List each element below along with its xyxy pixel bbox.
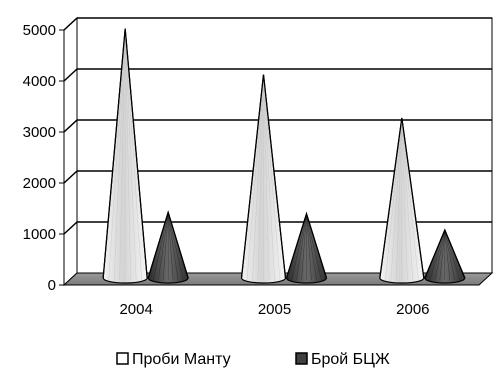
cone-outline xyxy=(424,228,466,279)
cone-shade xyxy=(396,119,403,281)
legend-swatch xyxy=(295,352,308,365)
cone-shade xyxy=(167,214,179,281)
cone-shade xyxy=(252,76,264,281)
y-tick-label: 2000 xyxy=(23,175,56,192)
cone-2005-series-1 xyxy=(240,74,287,284)
cone-shade xyxy=(385,119,403,281)
cone-shade xyxy=(434,232,446,281)
legend: Проби Манту Брой БЦЖ xyxy=(116,351,390,368)
cone-shade xyxy=(401,119,419,281)
x-axis-labels: 2004 2005 2006 xyxy=(64,284,479,318)
cone-shade xyxy=(301,215,307,281)
y-tick-label: 4000 xyxy=(23,73,56,90)
cone-outline xyxy=(147,210,189,279)
cone-shade xyxy=(306,215,317,281)
cone-shade xyxy=(124,30,142,281)
gridlines xyxy=(63,17,492,235)
gridline-side xyxy=(63,221,78,235)
y-tick-label: 1000 xyxy=(23,226,56,243)
y-tick-label: 0 xyxy=(48,277,56,294)
cone-shade xyxy=(401,119,414,281)
cone-shade xyxy=(306,215,312,281)
legend-item: Проби Манту xyxy=(116,351,231,368)
cone-shade xyxy=(157,214,169,281)
cone-2004-series-1 xyxy=(102,28,148,284)
cone-outline xyxy=(285,211,328,279)
cone-shade xyxy=(162,214,169,281)
left-wall xyxy=(63,16,78,287)
cone-shade xyxy=(306,215,322,281)
cone-outline xyxy=(102,28,148,279)
cone-shade xyxy=(291,215,307,281)
cone-shade xyxy=(429,232,446,281)
cone-2005-series-2 xyxy=(285,211,328,284)
cone-2006-series-2 xyxy=(424,228,466,284)
y-tick-label: 3000 xyxy=(23,124,56,141)
cone-shade xyxy=(401,119,408,281)
y-tick-label: 5000 xyxy=(23,22,56,39)
legend-item: Брой БЦЖ xyxy=(295,351,390,368)
cone-shade xyxy=(390,119,403,281)
cone-shade xyxy=(263,76,281,281)
cone-shade xyxy=(108,30,126,281)
legend-label: Брой БЦЖ xyxy=(311,351,390,368)
cone-shade xyxy=(246,76,264,281)
gridline-side xyxy=(63,68,78,82)
gridline-side xyxy=(63,119,78,133)
x-tick-label: 2006 xyxy=(396,301,429,318)
cone-shade xyxy=(296,215,307,281)
cone-shade xyxy=(152,214,169,281)
cone-shade xyxy=(113,30,126,281)
legend-label: Проби Манту xyxy=(132,351,231,368)
x-tick-label: 2005 xyxy=(258,301,291,318)
cone-shade xyxy=(124,30,131,281)
cone-shade xyxy=(167,214,184,281)
y-axis-ticks: 0 1000 2000 3000 4000 5000 xyxy=(23,22,65,294)
cone-2004-series-2 xyxy=(147,210,189,284)
cone-shade xyxy=(124,30,137,281)
gridline-side xyxy=(63,17,78,31)
cones xyxy=(102,28,466,284)
legend-swatch xyxy=(116,352,129,365)
cone-shade xyxy=(263,76,275,281)
cone-2006-series-1 xyxy=(379,117,425,284)
cone-shade xyxy=(439,232,446,281)
cone-shade xyxy=(444,232,456,281)
cone-shade xyxy=(119,30,126,281)
x-tick-label: 2004 xyxy=(119,301,152,318)
cone-shade xyxy=(257,76,264,281)
cone-shade xyxy=(444,232,461,281)
cone-shade xyxy=(444,232,451,281)
gridline-side xyxy=(63,170,78,184)
cone-shade xyxy=(263,76,270,281)
cone-outline xyxy=(240,74,287,279)
cone-shade xyxy=(167,214,174,281)
cone-outline xyxy=(379,117,425,279)
